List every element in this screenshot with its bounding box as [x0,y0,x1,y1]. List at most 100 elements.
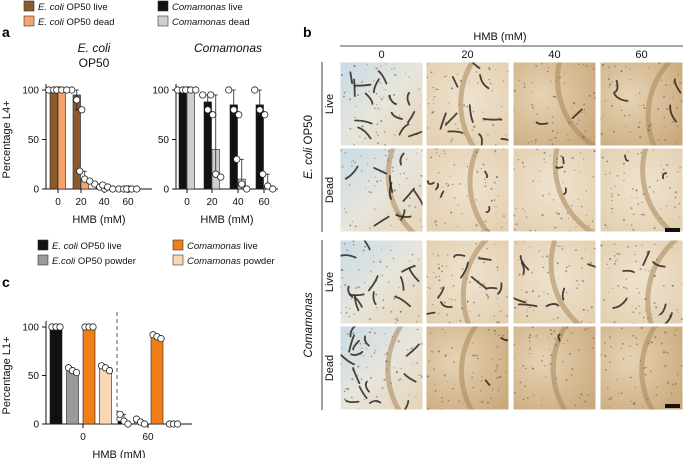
speckle [536,113,538,115]
micrograph-frame [425,325,510,411]
worm [471,62,481,70]
worm [555,166,564,169]
speckle [420,376,423,379]
worm [353,78,356,97]
data-point [63,86,71,94]
speckle [541,214,544,217]
micrograph-cell [599,239,684,325]
speckle [553,226,556,229]
micrograph-cell [512,325,597,411]
speckle [380,120,383,123]
speckle [435,152,438,154]
speckle [562,361,564,363]
speckle [374,332,377,335]
worm [402,187,415,202]
speckle [353,64,355,66]
speckle [463,402,465,404]
speckle [655,306,658,309]
speckle [476,170,479,173]
panel-label-a: a [2,24,10,40]
speckle [490,187,493,191]
speckle [484,220,487,223]
speckle [663,126,665,128]
x-axis-label: HMB (mM) [200,214,253,226]
legend-c-swatch [172,239,184,251]
speckle [391,68,393,70]
speckle [345,306,347,309]
speckle [471,376,473,379]
speckle [541,255,544,258]
plate-edge [467,148,491,232]
micrograph-cell [512,239,597,325]
speckle [574,169,576,171]
worm [349,326,357,338]
data-point [76,167,84,175]
speckle [546,70,549,73]
speckle [522,398,525,401]
speckle [463,381,465,383]
speckle [644,310,646,312]
y-axis-label: Percentage L4+ [1,101,13,179]
speckle [461,268,464,270]
speckle [661,79,663,81]
speckle [505,295,508,298]
worm [364,92,374,105]
speckle [672,82,675,84]
worm [363,240,371,251]
speckle [354,161,357,164]
worm [364,380,370,393]
speckle [485,181,487,184]
speckle [489,82,492,85]
micrograph-bg [426,148,509,232]
speckle [578,119,580,121]
x-tick-label: 20 [206,197,218,208]
speckle [552,95,555,98]
speckle [535,334,538,337]
speckle [626,224,628,226]
speckle [499,375,502,378]
speckle [604,224,607,227]
worm [373,167,388,175]
speckle [551,143,554,146]
speckle [587,224,590,227]
speckle [434,276,437,279]
data-point [217,173,225,181]
speckle [555,212,558,214]
speckle [628,114,631,117]
speckle [453,197,456,199]
speckle [550,370,552,372]
speckle [547,293,549,295]
speckle [633,402,636,405]
y-tick-label: 50 [28,135,40,146]
speckle [383,378,386,381]
speckle [580,393,583,396]
speckle [443,301,446,304]
speckle [440,270,443,273]
speckle [670,392,673,395]
row-label: Live [324,272,336,292]
speckle [638,305,640,307]
speckle [518,273,521,276]
speckle [427,407,430,410]
worm [401,265,416,273]
micrograph-frame [425,239,510,325]
speckle [607,226,609,229]
speckle [374,176,376,178]
speckle [412,284,415,287]
data-point [124,420,132,428]
speckle [556,158,558,160]
micrograph-frame [599,325,684,411]
speckle [604,368,607,371]
speckle [376,180,379,183]
speckle [374,349,377,352]
chart-a-ecoli: 0 50 100 0 20 40 60 HMB (mM) Percentage L4+ E. co… [1,41,152,226]
data-point [243,185,251,193]
speckle [399,378,402,381]
speckle [394,189,396,192]
speckle [591,124,593,127]
speckle [377,142,380,145]
speckle [411,253,414,256]
speckle [341,74,343,76]
row-label: Dead [324,177,336,203]
speckle [638,92,641,94]
